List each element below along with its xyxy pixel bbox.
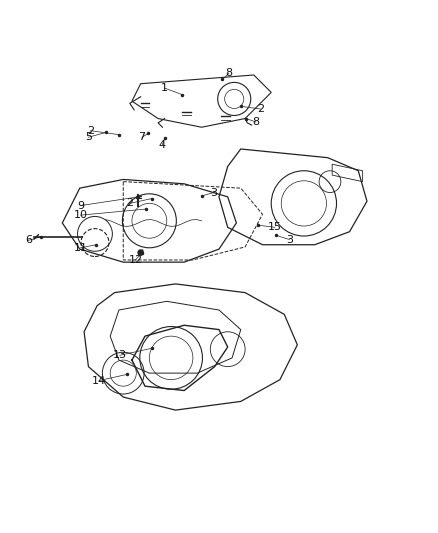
Text: 7: 7 [138, 132, 145, 142]
Text: 2: 2 [87, 126, 94, 136]
Circle shape [138, 250, 143, 255]
Text: 15: 15 [268, 222, 282, 232]
Text: 12: 12 [128, 255, 142, 265]
Text: 11: 11 [74, 243, 88, 253]
Text: 8: 8 [226, 68, 233, 78]
Text: 9: 9 [77, 200, 84, 211]
Text: 3: 3 [286, 235, 293, 245]
Text: 10: 10 [74, 210, 88, 220]
Text: 6: 6 [25, 236, 32, 245]
Text: 3: 3 [210, 188, 217, 198]
Text: 8: 8 [252, 117, 260, 127]
Text: 5: 5 [85, 132, 92, 142]
Text: 13: 13 [113, 350, 127, 360]
Text: 4: 4 [159, 140, 166, 150]
Text: 1: 1 [161, 83, 168, 93]
Text: 2: 2 [257, 104, 264, 114]
Text: 2: 2 [126, 198, 133, 208]
Text: 14: 14 [92, 376, 106, 385]
